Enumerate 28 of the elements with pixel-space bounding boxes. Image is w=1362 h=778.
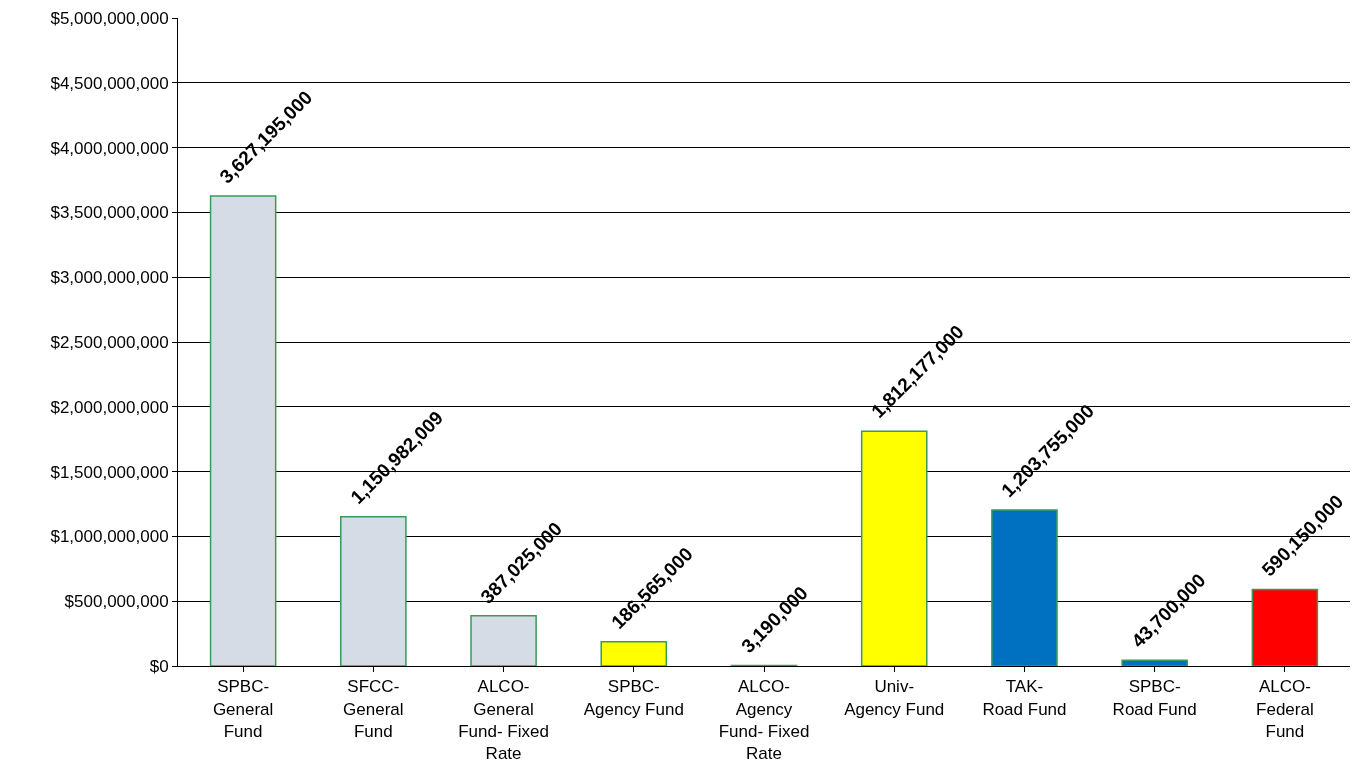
y-tick-label: $4,000,000,000 <box>50 138 169 158</box>
bar <box>991 509 1058 666</box>
y-tick-label: $500,000,000 <box>64 592 169 612</box>
x-tick-label: SFCC-General Fund <box>343 677 404 741</box>
y-tick-label: $4,500,000,000 <box>50 73 169 93</box>
bar <box>340 516 407 666</box>
x-tick-label: TAK-Road Fund <box>982 677 1067 719</box>
bar <box>1251 588 1319 666</box>
x-tick-label: ALCO-General Fund- Fixed Rate <box>458 677 549 763</box>
y-tick-label: $5,000,000,000 <box>50 8 169 28</box>
y-tick-label: $1,500,000,000 <box>50 462 169 482</box>
y-tick-label: $3,500,000,000 <box>50 203 169 223</box>
y-tick-label: $2,500,000,000 <box>50 332 169 352</box>
bar <box>209 195 277 666</box>
x-tick-label: SPBC-Agency Fund <box>583 677 684 719</box>
x-tick-label: Univ-Agency Fund <box>844 677 945 719</box>
y-tick-label: $3,000,000,000 <box>50 268 169 288</box>
bar <box>1121 659 1188 666</box>
y-tick-label: $1,000,000,000 <box>50 527 169 547</box>
bar <box>600 641 668 666</box>
y-tick-label: $0 <box>149 656 169 676</box>
x-tick-label: ALCO-Federal Fund <box>1256 677 1314 741</box>
bar <box>860 430 928 666</box>
y-tick-label: $2,000,000,000 <box>50 397 169 417</box>
x-tick-label: SPBC-General Fund <box>212 677 274 741</box>
x-tick-label: ALCO-Agency Fund- Fixed Rate <box>718 677 810 763</box>
bar <box>470 615 537 666</box>
x-tick-label: SPBC-Road Fund <box>1112 677 1197 719</box>
